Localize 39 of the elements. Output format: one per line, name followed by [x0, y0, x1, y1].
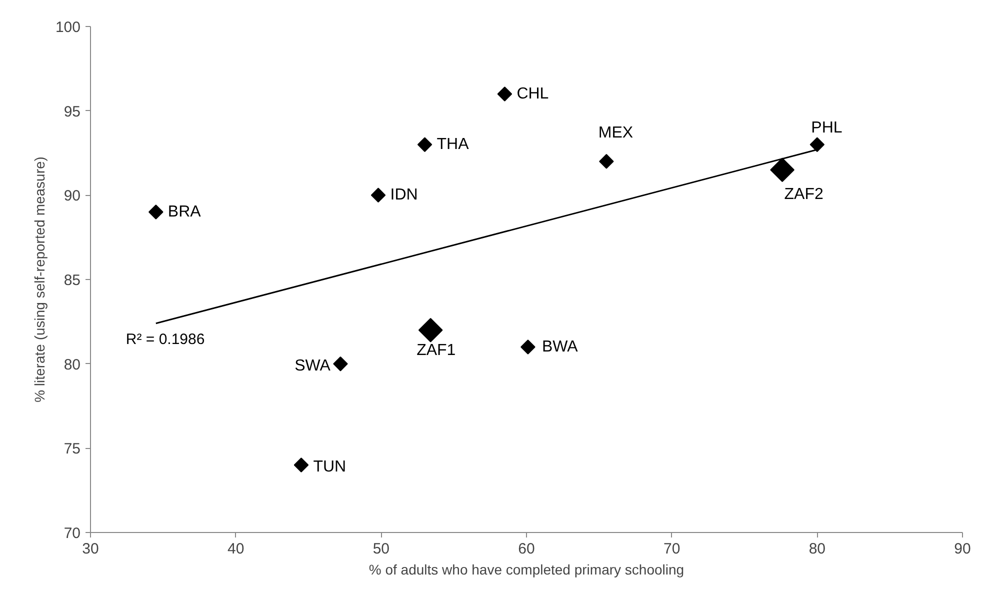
annotation: THA: [436, 136, 470, 154]
point: [417, 137, 432, 152]
annotation: SWA: [294, 357, 331, 374]
annotation: TUN: [313, 458, 346, 476]
x-tick-label: 90: [954, 540, 971, 558]
x-tick-label: 70: [663, 540, 680, 558]
point: [418, 318, 443, 342]
x-tick-label: 50: [372, 540, 390, 558]
x-tick-label: 30: [82, 540, 99, 558]
x-axis-title: % of adults who have completed primary schooling: [368, 562, 684, 578]
point: [497, 86, 512, 102]
x-tick-label: 40: [227, 540, 244, 558]
point: [770, 158, 794, 182]
annotation: PHL: [811, 120, 842, 137]
annotation: ZAF2: [784, 186, 824, 203]
point: [148, 204, 164, 220]
point: [333, 356, 348, 372]
point: [810, 137, 825, 152]
y-tick-label: 80: [64, 356, 81, 374]
y-tick-label: 70: [64, 525, 81, 542]
annotation: ZAF1: [416, 342, 456, 360]
y-tick-label: 100: [55, 19, 81, 36]
annotation: R² = 0.1986: [126, 330, 205, 348]
y-tick-label: 85: [64, 272, 81, 289]
annotation: MEX: [598, 124, 634, 142]
y-tick-label: 75: [64, 440, 81, 458]
annotation: BRA: [168, 204, 202, 221]
x-tick-label: 80: [808, 540, 826, 558]
point: [599, 154, 614, 169]
y-axis-title: % literate (using self-reported measure): [31, 156, 48, 402]
x-tick-label: 60: [518, 540, 535, 558]
annotation: IDN: [390, 186, 418, 204]
point: [370, 188, 386, 203]
annotation: CHL: [516, 85, 549, 102]
annotation: BWA: [542, 338, 578, 356]
y-tick-label: 95: [64, 103, 81, 120]
point: [520, 340, 536, 354]
point: [294, 458, 309, 472]
y-tick-label: 90: [64, 188, 81, 205]
